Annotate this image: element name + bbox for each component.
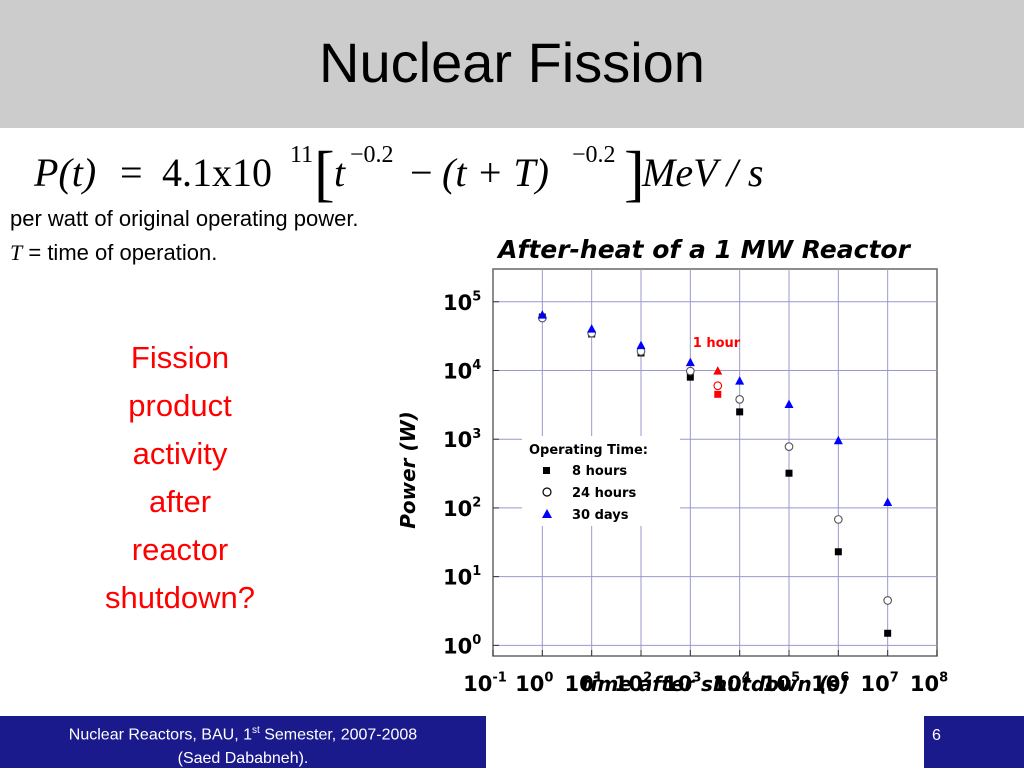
data-point-30-days [784,399,794,409]
question-line: product [128,388,232,423]
legend-marker-30-days [542,509,552,518]
formula-t-plus-T-term: (t + T) [442,150,549,195]
page-number: 6 [932,727,941,744]
x-axis-label: time after shutdown (s) [581,672,849,696]
data-point-8-hours [686,373,694,381]
legend-marker-8-hours [543,467,550,474]
x-tick-label: 108 [910,671,948,696]
T-symbol: T [10,240,23,265]
formula-t-exponent: −0.2 [350,142,394,168]
question-line: Fission [130,340,230,375]
question-line: activity [132,436,228,471]
x-tick-label: 10-1 [463,671,507,696]
one-hour-annotation: 1 hour [693,336,741,398]
formula-left-bracket: [ [314,140,335,208]
legend-label-30-days: 30 days [572,508,629,523]
data-point-8-hours [884,629,892,637]
footer-line-2: (Saed Dababneh). [177,750,309,768]
T-definition: T = time of operation. [10,240,217,266]
data-point-30-days [537,310,547,319]
data-point-24-hours [685,366,695,376]
data-point-30-days [636,340,646,350]
formula-description: per watt of original operating power. [10,206,359,231]
data-point-24-hours [784,442,794,451]
formula-equals: = [120,150,143,195]
data-point-24-hours [883,596,893,605]
y-tick-label: 102 [443,495,481,520]
y-axis-label: Power (W) [396,411,420,529]
x-tick-label: 101 [565,671,603,696]
data-points [537,310,893,637]
formula-t-plus-T-exponent: −0.2 [572,142,616,168]
slide-title: Nuclear Fission [319,31,705,94]
x-tick-label: 106 [811,671,849,696]
data-point-30-days [883,497,893,506]
T-definition-text: = time of operation. [22,240,218,265]
one-hour-point [713,366,723,375]
data-point-30-days [735,376,745,385]
x-tick-label: 103 [663,671,701,696]
data-point-24-hours [833,515,843,524]
footer-course-info: Nuclear Reactors, BAU, 1st Semester, 200… [0,716,486,768]
data-point-30-days [587,324,597,333]
footer-line-1: Nuclear Reactors, BAU, 1st Semester, 200… [68,725,418,744]
data-point-8-hours [834,548,842,556]
formula-coefficient-exponent: 11 [290,142,313,168]
x-tick-label: 105 [762,671,800,696]
y-tick-label: 104 [443,358,481,383]
legend-title: Operating Time: [529,443,648,458]
formula-t-term: t [334,150,346,195]
data-point-8-hours [736,408,744,416]
legend: Operating Time: 8 hours 24 hours 30 days [522,436,680,526]
chart-title: After-heat of a 1 MW Reactor [496,235,911,264]
after-heat-chart: After-heat of a 1 MW Reactor 10-1 100 101 1… [396,235,948,696]
decay-heat-formula: P(t) = 4.1x10 11 [ t −0.2 − (t + T) −0.2… [34,140,763,208]
question-line: shutdown? [105,580,255,615]
formula-unit: MeV / s [641,150,763,195]
legend-box [522,436,680,526]
legend-label-8-hours: 8 hours [572,464,627,479]
one-hour-label: 1 hour [693,336,741,351]
title-bar [0,0,1024,128]
formula-lhs: P(t) [34,150,96,195]
formula-coefficient: 4.1x10 [162,150,272,195]
x-axis-ticks: 10-1 100 101 102 103 104 105 106 107 108 [463,650,948,696]
y-tick-label: 105 [443,289,481,314]
data-point-30-days [833,435,843,445]
fission-product-question: Fission product activity after reactor s… [70,334,290,622]
one-hour-point [713,381,723,391]
y-axis-ticks: 100 101 102 103 104 105 [443,289,499,658]
question-line: after [148,484,212,519]
data-point-24-hours [735,395,745,404]
legend-label-24-hours: 24 hours [572,486,636,501]
footer-superscript: st [251,725,260,736]
formula-right-bracket: ] [624,140,645,208]
data-point-30-days [685,357,695,367]
x-tick-label: 104 [713,671,751,696]
footer-page: 6 [924,716,1024,768]
y-tick-label: 103 [443,427,481,452]
x-tick-label: 107 [861,671,899,696]
y-tick-label: 101 [443,564,481,589]
y-tick-label: 100 [443,633,481,658]
x-tick-label: 102 [614,671,652,696]
one-hour-point [714,390,722,398]
data-point-8-hours [785,469,793,477]
formula-minus: − [410,150,433,195]
question-line: reactor [131,532,229,567]
legend-marker-24-hours [542,487,552,497]
x-tick-label: 100 [515,671,553,696]
